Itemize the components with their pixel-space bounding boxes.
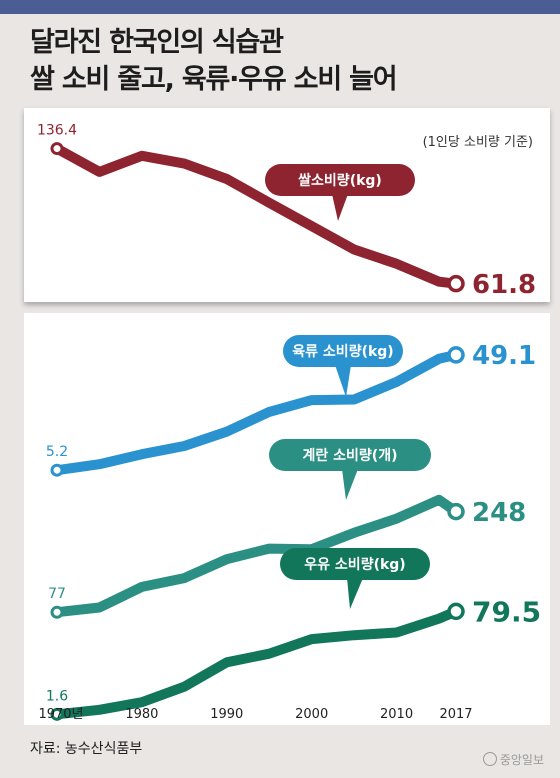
callout-pointer (342, 469, 358, 500)
start-value-label: 5.2 (46, 444, 68, 460)
x-tick-label: 2010 (380, 707, 413, 722)
start-marker (50, 142, 64, 156)
series-1: 5.2 49.1 육류 소비량(kg) (46, 335, 536, 477)
start-value-label: 136.4 (37, 123, 77, 139)
x-axis: 1970년 1980 1990 2000 2010 2017 (38, 707, 472, 722)
series-line (52, 349, 461, 476)
page-title: 달라진 한국인의 식습관 쌀 소비 줄고, 육류·우유 소비 늘어 (30, 24, 398, 98)
callout-pointer (347, 578, 363, 609)
source-note: 자료: 농수산식품부 (30, 741, 143, 757)
series-line (52, 606, 461, 720)
series-callout-bubble (280, 548, 430, 580)
x-tick-label: 2017 (439, 707, 472, 722)
start-marker (50, 707, 64, 721)
end-marker (447, 346, 465, 364)
series-name-label: 쌀소비량(kg) (298, 172, 382, 189)
series-0: 136.4 61.8 쌀소비량(kg) (37, 123, 536, 300)
x-tick-label: 1980 (125, 707, 158, 722)
top-color-bar (0, 0, 560, 14)
series-callout-bubble (265, 164, 415, 196)
end-value-label: 49.1 (472, 341, 536, 371)
series-2: 77 248 계란 소비량(개) (48, 439, 526, 619)
series-name-label: 우유 소비량(kg) (304, 557, 405, 573)
end-marker (447, 502, 465, 521)
x-tick-label: 2000 (295, 707, 328, 722)
end-value-label: 61.8 (472, 270, 536, 300)
end-value-label: 248 (472, 498, 526, 528)
end-marker (447, 274, 465, 293)
title-line-2: 쌀 소비 줄고, 육류·우유 소비 늘어 (30, 64, 398, 95)
start-marker (50, 605, 64, 619)
callout-pointer (332, 194, 348, 221)
series-line (52, 143, 461, 289)
series-name-label: 계란 소비량(개) (303, 447, 398, 464)
series-line (52, 494, 461, 618)
logo-text: 중앙일보 (499, 753, 544, 767)
end-value-label: 79.5 (472, 595, 541, 628)
publisher-logo: 중앙일보 (482, 751, 544, 768)
series-3: 1.6 79.5 우유 소비량(kg) (46, 548, 541, 721)
start-value-label: 77 (48, 586, 66, 602)
series-callout-bubble (269, 439, 431, 471)
logo-mark-icon (482, 752, 497, 766)
start-marker (50, 463, 64, 477)
title-line-1: 달라진 한국인의 식습관 (30, 27, 284, 58)
unit-note: (1인당 소비량 기준) (423, 135, 533, 150)
series-name-label: 육류 소비량(kg) (292, 344, 393, 360)
x-tick-label: 1970년 (38, 707, 83, 722)
x-tick-label: 1990 (210, 707, 243, 722)
start-value-label: 1.6 (46, 688, 68, 704)
end-marker (447, 602, 465, 621)
series-callout-bubble (283, 335, 403, 367)
rice-panel (24, 108, 550, 302)
protein-panel (24, 313, 550, 725)
callout-pointer (335, 365, 351, 397)
